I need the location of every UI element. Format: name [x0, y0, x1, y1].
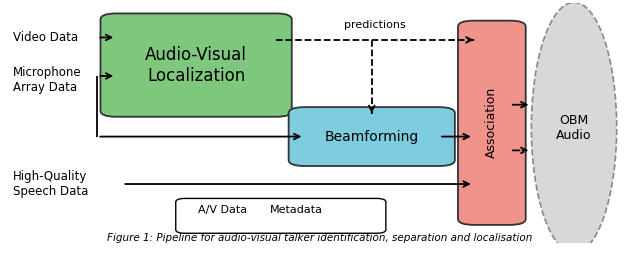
Text: High-Quality
Speech Data: High-Quality Speech Data	[13, 170, 88, 198]
Text: Microphone
Array Data: Microphone Array Data	[13, 65, 81, 93]
FancyBboxPatch shape	[458, 21, 525, 225]
Text: Metadata: Metadata	[270, 205, 323, 215]
Text: Audio-Visual
Localization: Audio-Visual Localization	[145, 46, 247, 84]
Text: OBM
Audio: OBM Audio	[556, 114, 592, 142]
Text: predictions: predictions	[344, 20, 406, 30]
Ellipse shape	[531, 2, 617, 253]
Text: Figure 1: Pipeline for audio-visual talker identification, separation and locali: Figure 1: Pipeline for audio-visual talk…	[108, 233, 532, 243]
Text: Video Data: Video Data	[13, 31, 78, 44]
Text: A/V Data: A/V Data	[198, 205, 247, 215]
FancyBboxPatch shape	[289, 107, 455, 166]
Text: Beamforming: Beamforming	[324, 130, 419, 144]
FancyBboxPatch shape	[100, 13, 292, 117]
FancyBboxPatch shape	[176, 199, 386, 233]
Text: Association: Association	[485, 87, 499, 158]
